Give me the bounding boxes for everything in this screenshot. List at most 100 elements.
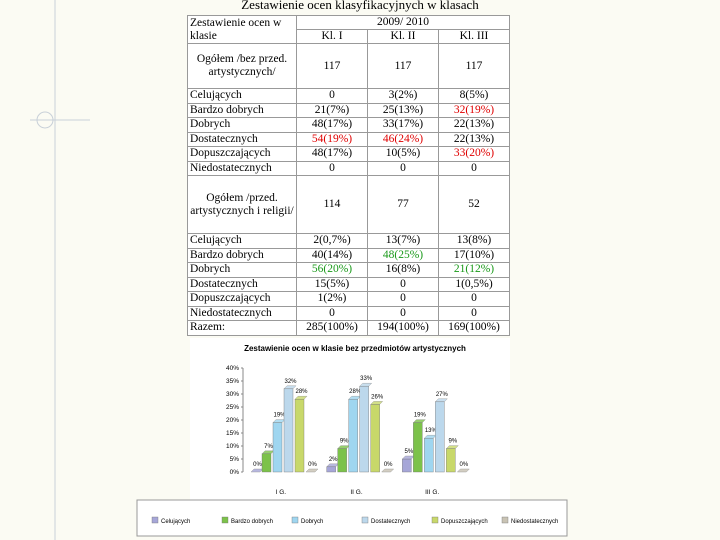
table-row: Razem: 285(100%) 194(100%) 169(100%) xyxy=(187,320,510,336)
bar xyxy=(413,422,423,473)
table-cell: 33(20%) xyxy=(438,146,510,162)
y-tick-label: 15% xyxy=(226,430,239,437)
table-cell: 10(5%) xyxy=(367,146,439,162)
bar-top xyxy=(283,385,297,389)
table-row: Bardzo dobrych 40(14%) 48(25%) 17(10%) xyxy=(187,247,510,263)
bar-top xyxy=(412,419,426,423)
table-cell: 54(19%) xyxy=(296,131,368,147)
table-cell: Dostatecznych xyxy=(187,276,297,292)
legend-label: Niedostatecznych xyxy=(511,519,558,525)
table-cell: 285(100%) xyxy=(296,320,368,336)
table-row: Celujących 0 3(2%) 8(5%) xyxy=(187,88,510,104)
bar xyxy=(370,404,380,473)
bar xyxy=(272,422,283,473)
table-cell: 117 xyxy=(296,43,368,89)
bar-top xyxy=(359,383,373,387)
data-label: 13% xyxy=(425,428,438,434)
legend-swatch xyxy=(501,516,509,524)
table-cell: 117 xyxy=(438,43,510,89)
table-cell: 48(17%) xyxy=(296,117,368,133)
table-cell: Dopuszczających xyxy=(187,291,297,307)
table-cell: 13(8%) xyxy=(438,233,510,249)
data-label: 9% xyxy=(448,439,457,445)
table-cell: 16(8%) xyxy=(367,262,439,278)
table-row: Celujących 2(0,7%) 13(7%) 13(8%) xyxy=(187,233,510,249)
y-tick-label: 35% xyxy=(226,378,239,385)
bar xyxy=(435,401,445,473)
data-label: 19% xyxy=(273,413,286,419)
bar-top xyxy=(294,396,308,400)
table-row: Ogółem /przed. artystycznych i religii/1… xyxy=(187,175,510,234)
table-row: Ogółem /bez przed. artystycznych/117 117 1… xyxy=(187,43,510,89)
bar-top xyxy=(381,468,395,473)
chart-title: Zestawienie ocen w klasie bez przedmiotó… xyxy=(244,344,466,353)
table-cell: 169(100%) xyxy=(438,320,510,336)
table-cell: Ogółem /przed. artystycznych i religii/ xyxy=(187,175,297,234)
data-label: 28% xyxy=(295,389,308,395)
table-row: Niedostatecznych 0 0 0 xyxy=(187,160,510,176)
bar xyxy=(294,399,305,473)
legend-label: Bardzo dobrych xyxy=(231,519,273,525)
y-tick-label: 20% xyxy=(226,417,239,424)
y-tick-label: 10% xyxy=(226,443,239,450)
table-cell: 33(17%) xyxy=(367,117,439,133)
legend-label: Dostatecznych xyxy=(371,519,410,525)
bar-top xyxy=(445,445,459,449)
slide-title: Zestawienie ocen klasyfikacyjnych w klas… xyxy=(241,0,479,12)
table-cell: 46(24%) xyxy=(367,131,439,147)
table-cell: Dostatecznych xyxy=(187,131,297,147)
bar xyxy=(359,386,369,473)
grades-table: Zestawienie ocen w klasie 2009/ 2010 Kl. I… xyxy=(187,15,510,336)
bar xyxy=(424,438,434,473)
data-label: 27% xyxy=(436,392,449,398)
y-tick-label: 30% xyxy=(226,391,239,398)
table-cell: 117 xyxy=(367,43,439,89)
table-cell: Zestawienie ocen w klasie xyxy=(187,15,297,44)
table-cell: 2(0,7%) xyxy=(296,233,368,249)
legend-swatch xyxy=(291,516,299,524)
legend-box xyxy=(136,499,568,537)
table-cell: Celujących xyxy=(187,88,297,104)
data-label: 0% xyxy=(384,462,393,468)
data-label: 0% xyxy=(308,462,317,468)
data-label: 5% xyxy=(404,449,413,455)
bar xyxy=(337,448,347,473)
table-cell: 48(25%) xyxy=(367,247,439,263)
x-tick-label: I G. xyxy=(276,489,287,496)
legend-swatch xyxy=(361,516,369,524)
data-label: 0% xyxy=(459,462,468,468)
table-cell: 22(13%) xyxy=(438,131,510,147)
legend-label: Celujących xyxy=(161,519,190,525)
y-tick-label: 5% xyxy=(230,456,240,463)
table-cell: 114 xyxy=(296,175,368,234)
x-tick-label: II G. xyxy=(350,489,362,496)
bar xyxy=(402,458,412,473)
bar xyxy=(348,399,358,473)
bar-top xyxy=(434,398,448,402)
table-row: Dobrych 48(17%) 33(17%) 22(13%) xyxy=(187,117,510,133)
table-cell: 77 xyxy=(367,175,439,234)
table-row: Dopuszczających 48(17%) 10(5%) 33(20%) xyxy=(187,146,510,162)
table-cell: 194(100%) xyxy=(367,320,439,336)
bar-top xyxy=(370,401,384,405)
data-label: 19% xyxy=(414,413,427,419)
data-label: 32% xyxy=(284,379,297,385)
table-cell: Kl. II xyxy=(367,29,439,44)
table-cell: 8(5%) xyxy=(438,88,510,104)
table-cell: 22(13%) xyxy=(438,117,510,133)
table-cell: Dobrych xyxy=(187,117,297,133)
legend-swatch xyxy=(151,516,159,524)
bar xyxy=(283,388,294,473)
y-tick-label: 25% xyxy=(226,404,239,411)
legend-swatch xyxy=(221,516,229,524)
bar xyxy=(326,466,336,473)
legend-swatch xyxy=(431,516,439,524)
bar xyxy=(446,448,456,473)
data-label: 26% xyxy=(371,394,384,400)
legend-label: Dopuszczających xyxy=(441,519,488,525)
legend-label: Dobrych xyxy=(301,519,323,525)
data-label: 7% xyxy=(264,444,273,450)
